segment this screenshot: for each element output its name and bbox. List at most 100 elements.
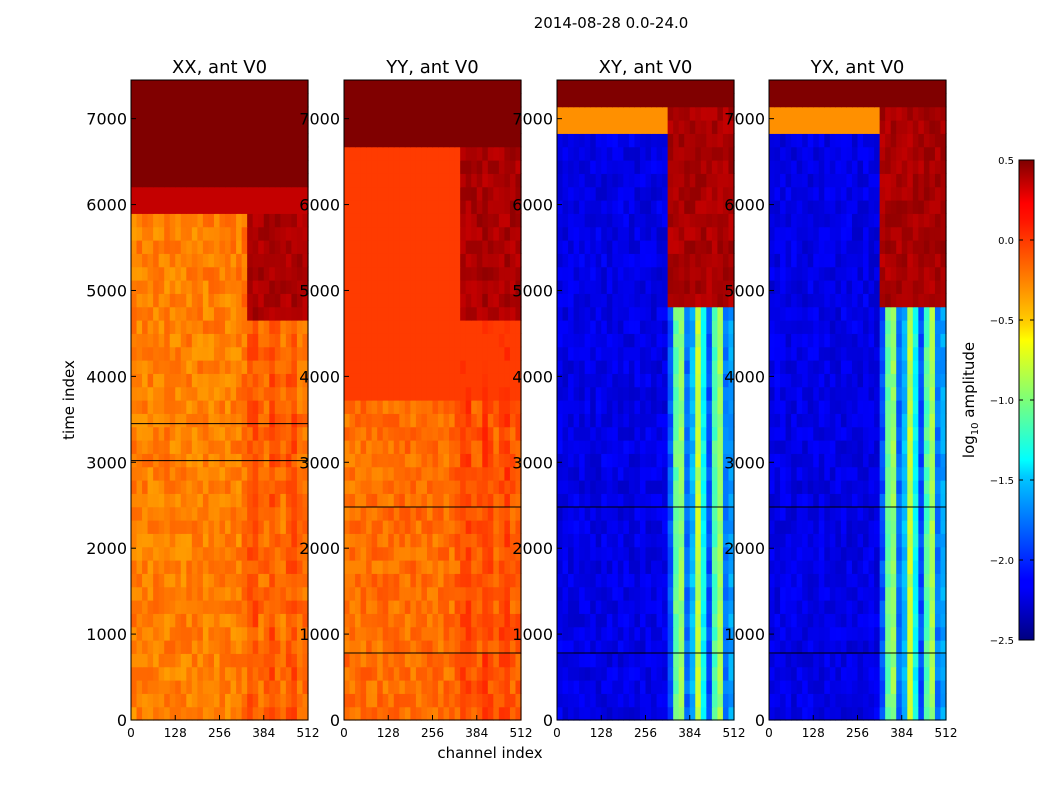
heat-cell	[700, 386, 707, 401]
heat-cell	[443, 106, 450, 121]
heat-cell	[662, 320, 669, 334]
heat-cell	[639, 133, 647, 148]
heat-cell	[667, 533, 674, 548]
heat-cell	[557, 640, 564, 654]
heat-cell	[471, 480, 478, 494]
heat-cell	[695, 266, 702, 281]
heat-cell	[634, 373, 641, 388]
heat-cell	[344, 133, 351, 148]
heat-cell	[169, 653, 176, 668]
heat-cell	[498, 600, 506, 614]
heat-cell	[645, 173, 652, 188]
heat-cell	[438, 280, 445, 294]
heat-cell	[225, 146, 232, 161]
heat-cell	[169, 533, 176, 548]
heat-cell	[291, 693, 298, 708]
heat-cell	[568, 293, 575, 308]
heat-cell	[465, 93, 472, 108]
heat-cell	[722, 440, 730, 454]
heat-cell	[421, 253, 428, 268]
heat-cell	[230, 400, 237, 414]
heat-cell	[595, 160, 602, 174]
heat-cell	[584, 520, 591, 534]
heat-cell	[438, 200, 445, 214]
heat-cell	[689, 213, 696, 228]
heat-cell	[236, 266, 243, 281]
heat-cell	[595, 333, 602, 348]
heat-cell	[388, 173, 395, 188]
heat-cell	[557, 306, 564, 321]
heat-cell	[164, 626, 171, 641]
heat-cell	[791, 666, 798, 681]
heat-cell	[678, 120, 685, 134]
heat-cell	[890, 706, 897, 721]
heat-cell	[623, 693, 630, 708]
heat-cell	[515, 266, 522, 281]
heat-cell	[601, 706, 608, 721]
heat-cell	[628, 426, 636, 441]
heat-cell	[667, 120, 674, 134]
heat-cell	[382, 306, 389, 321]
heat-cell	[568, 253, 575, 268]
heat-cell	[371, 533, 378, 548]
heat-cell	[628, 173, 636, 188]
heat-cell	[449, 240, 456, 254]
heat-cell	[247, 146, 254, 161]
heat-cell	[835, 613, 842, 628]
heat-cell	[728, 306, 735, 321]
heat-cell	[639, 213, 647, 228]
heat-cell	[399, 400, 406, 414]
heat-cell	[241, 120, 248, 134]
heat-cell	[835, 653, 842, 668]
heat-cell	[208, 200, 215, 214]
heat-cell	[482, 386, 489, 401]
heat-cell	[568, 226, 575, 241]
heat-cell	[634, 546, 641, 561]
heat-cell	[568, 306, 575, 321]
heat-cell	[136, 520, 143, 534]
heat-cell	[180, 493, 187, 508]
heat-cell	[291, 186, 298, 201]
heat-cell	[296, 560, 304, 574]
heat-cell	[291, 466, 298, 481]
heat-cell	[421, 333, 428, 348]
heat-cell	[678, 613, 685, 628]
heat-cell	[169, 173, 176, 188]
heat-cell	[302, 493, 309, 508]
heat-cell	[371, 480, 378, 494]
heat-cell	[573, 440, 580, 454]
heat-cell	[568, 466, 575, 481]
y-tick-label: 0	[117, 711, 127, 730]
heat-cell	[471, 413, 478, 428]
heat-cell	[645, 586, 652, 601]
heat-cell	[857, 613, 864, 628]
heat-cell	[377, 333, 384, 348]
heat-cell	[415, 133, 423, 148]
heat-cell	[274, 200, 281, 214]
heat-cell	[711, 693, 719, 708]
heat-cell	[504, 346, 511, 361]
heat-cell	[241, 600, 248, 614]
heat-cell	[628, 466, 636, 481]
heat-cell	[684, 666, 691, 681]
heat-cell	[568, 133, 575, 148]
heat-cell	[344, 520, 351, 534]
heat-cell	[476, 480, 483, 494]
heat-cell	[504, 626, 511, 641]
heat-cell	[208, 706, 215, 721]
heat-cell	[449, 213, 456, 228]
heat-cell	[344, 160, 351, 174]
heat-cell	[728, 320, 735, 334]
heat-cell	[180, 266, 187, 281]
heat-cell	[136, 200, 143, 214]
heat-cell	[651, 706, 658, 721]
heat-cell	[700, 106, 707, 121]
heat-cell	[241, 146, 248, 161]
heat-cell	[454, 693, 461, 708]
heat-cell	[344, 360, 351, 374]
heat-cell	[302, 106, 309, 121]
heat-cell	[678, 200, 685, 214]
heat-cell	[711, 680, 719, 694]
heat-cell	[634, 226, 641, 241]
heat-cell	[280, 400, 287, 414]
